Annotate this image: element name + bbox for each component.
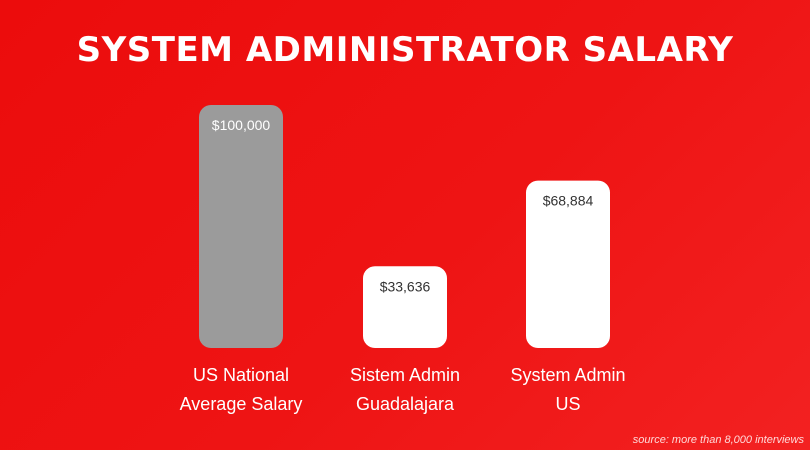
bar-2	[526, 180, 610, 348]
category-label-2: System Admin US	[510, 365, 625, 414]
category-label-0: US National Average Salary	[180, 365, 303, 414]
bar-1	[363, 266, 447, 348]
source-note: source: more than 8,000 interviews	[632, 434, 804, 446]
bar-value-label-0: $100,000	[212, 117, 271, 133]
category-label-line: Sistem Admin	[350, 365, 460, 385]
category-label-line: Guadalajara	[356, 394, 455, 414]
bar-value-label-2: $68,884	[543, 193, 594, 209]
chart-title: SYSTEM ADMINISTRATOR SALARY	[76, 30, 734, 70]
category-label-line: Average Salary	[180, 394, 303, 414]
category-label-line: US	[555, 394, 580, 414]
bar-value-label-1: $33,636	[380, 278, 431, 294]
category-label-line: System Admin	[510, 365, 625, 385]
category-label-1: Sistem Admin Guadalajara	[350, 365, 460, 414]
category-label-line: US National	[193, 365, 289, 385]
bar-0	[199, 105, 283, 348]
